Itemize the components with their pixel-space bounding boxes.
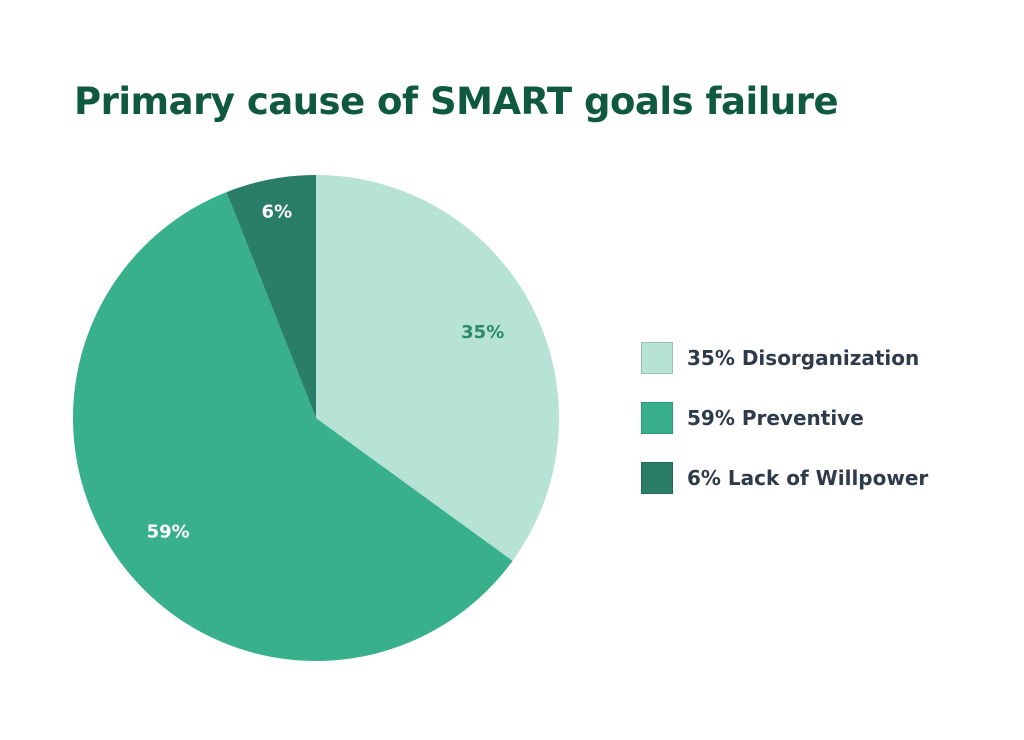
- legend-label: 6% Lack of Willpower: [687, 466, 929, 490]
- legend-item-disorganization: 35% Disorganization: [641, 340, 928, 376]
- pie-slice-0: [316, 175, 559, 561]
- legend-swatch: [641, 462, 673, 494]
- legend-swatch: [641, 342, 673, 374]
- legend-label: 35% Disorganization: [687, 346, 920, 370]
- data-label-2: 6%: [262, 202, 293, 223]
- data-label-0: 35%: [461, 322, 504, 343]
- legend: 35% Disorganization 59% Preventive 6% La…: [641, 340, 928, 520]
- data-label-1: 59%: [147, 522, 190, 543]
- legend-item-preventive: 59% Preventive: [641, 400, 928, 436]
- pie-slice-2: [226, 175, 316, 418]
- legend-item-lack-of-willpower: 6% Lack of Willpower: [641, 460, 928, 496]
- pie-slice-1: [72, 192, 513, 662]
- legend-swatch: [641, 402, 673, 434]
- chart-title: Primary cause of SMART goals failure: [74, 80, 839, 123]
- legend-label: 59% Preventive: [687, 406, 864, 430]
